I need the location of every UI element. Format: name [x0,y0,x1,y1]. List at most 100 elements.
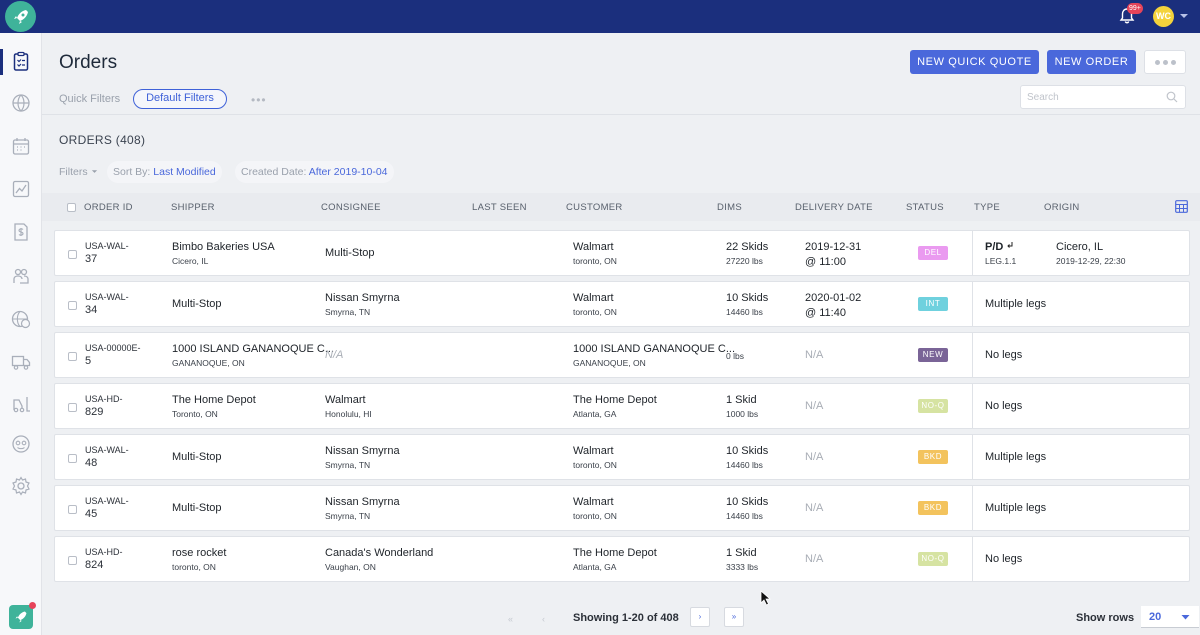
order-id[interactable]: USA-WAL- 45 [85,495,129,521]
people-icon[interactable] [10,265,32,287]
support-icon[interactable] [10,433,32,455]
table-row[interactable]: USA-00000E- 5 1000 ISLAND GANANOQUE C... G… [54,332,1190,378]
column-header[interactable]: SHIPPER [171,202,215,213]
sort-by-value: Last Modified [153,166,216,178]
sort-by-pill[interactable]: Sort By: Last Modified [107,161,222,183]
column-settings-icon[interactable] [1175,200,1188,213]
column-header[interactable]: DELIVERY DATE [795,202,873,213]
select-all-checkbox[interactable] [67,203,76,212]
dims-weight: 0 lbs [726,351,744,361]
delivery-cell: N/A [805,349,823,361]
order-id-number: 5 [85,355,92,367]
notification-count-badge: 99+ [1127,3,1143,14]
column-header[interactable]: ORDER ID [84,202,133,213]
page-header: Orders Quick Filters Default Filters •••… [42,33,1200,115]
calendar-icon[interactable] [10,135,32,157]
table-row[interactable]: USA-HD- 829 The Home Depot Toronto, ON Wal… [54,383,1190,429]
column-header[interactable]: LAST SEEN [472,202,527,213]
row-checkbox[interactable] [68,454,77,463]
column-header[interactable]: CONSIGNEE [321,202,381,213]
consignee-name: Walmart [325,394,366,406]
search-icon[interactable] [1166,91,1178,103]
dims-weight: 27220 lbs [726,256,763,266]
shipper-location: toronto, ON [172,562,216,572]
chart-icon[interactable] [10,178,32,200]
table-row[interactable]: USA-WAL- 37 Bimbo Bakeries USA Cicero, IL … [54,230,1190,276]
order-id-number: 824 [85,559,104,571]
chevron-down-icon[interactable] [1179,11,1189,21]
order-id[interactable]: USA-00000E- 5 [85,342,141,368]
column-divider [972,282,973,326]
order-id-prefix: USA-WAL- [85,496,129,506]
more-actions-button[interactable] [1144,50,1186,74]
customer-location: toronto, ON [573,307,617,317]
order-id[interactable]: USA-WAL- 37 [85,240,129,266]
rows-per-page-value: 20 [1149,611,1162,623]
consignee-cell: Nissan Smyrna Smyrna, TN [325,292,400,317]
row-checkbox[interactable] [68,352,77,361]
prev-page-button[interactable]: ‹ [542,614,545,624]
customer-name: Walmart [573,292,614,304]
consignee-cell: Multi-Stop [325,247,375,259]
shipper-name: The Home Depot [172,394,256,406]
first-page-button[interactable]: « [508,614,514,624]
column-header[interactable]: CUSTOMER [566,202,623,213]
customer-cell: Walmart toronto, ON [573,496,617,521]
avatar[interactable]: WC [1153,6,1174,27]
search-input[interactable] [1027,90,1157,105]
customer-location: GANANOQUE, ON [573,358,646,368]
column-header[interactable]: ORIGIN [1044,202,1080,213]
globe-dollar-icon[interactable] [10,308,32,330]
order-id[interactable]: USA-HD- 824 [85,546,123,572]
row-checkbox[interactable] [68,250,77,259]
next-page-button[interactable]: › [690,607,710,627]
column-header[interactable]: STATUS [906,202,944,213]
status-badge: NO-Q [918,399,948,413]
customer-cell: Walmart toronto, ON [573,445,617,470]
table-row[interactable]: USA-WAL- 34 Multi-Stop Nissan Smyrna Smyrn… [54,281,1190,327]
consignee-name: Nissan Smyrna [325,445,400,457]
globe-icon[interactable] [10,92,32,114]
new-quick-quote-button[interactable]: NEW QUICK QUOTE [910,50,1039,74]
dims-cell: 10 Skids 14460 lbs [726,292,768,317]
delivery-cell: N/A [805,553,823,565]
order-id[interactable]: USA-WAL- 34 [85,291,129,317]
created-date-pill[interactable]: Created Date: After 2019-10-04 [235,161,394,183]
column-header[interactable]: TYPE [974,202,1001,213]
quick-filters-more[interactable]: ••• [251,93,267,107]
table-row[interactable]: USA-HD- 824 rose rocket toronto, ON Canada… [54,536,1190,582]
order-id[interactable]: USA-HD- 829 [85,393,123,419]
sidebar-active-indicator [0,49,3,75]
customer-name: Walmart [573,241,614,253]
search-box [1020,85,1186,109]
filters-dropdown[interactable]: Filters [59,166,98,178]
column-header[interactable]: DIMS [717,202,742,213]
row-checkbox[interactable] [68,403,77,412]
row-checkbox[interactable] [68,301,77,310]
consignee-cell: N/A [325,349,343,361]
invoice-icon[interactable] [10,221,32,243]
row-checkbox[interactable] [68,556,77,565]
gear-icon[interactable] [10,475,32,497]
consignee-location: Smyrna, TN [325,307,371,317]
order-id-number: 34 [85,304,98,316]
order-id[interactable]: USA-WAL- 48 [85,444,129,470]
row-checkbox[interactable] [68,505,77,514]
rocket-launcher-icon[interactable] [9,605,33,629]
dims-cell: 1 Skid 3333 lbs [726,547,758,572]
shipper-cell: Multi-Stop [172,502,222,514]
rocket-logo-icon[interactable] [5,1,36,32]
forklift-icon[interactable] [10,393,32,415]
last-page-button[interactable]: » [724,607,744,627]
delivery-date: N/A [805,451,824,463]
rows-per-page-select[interactable]: 20 [1141,606,1199,628]
delivery-time: @ 11:00 [805,256,846,268]
table-row[interactable]: USA-WAL- 45 Multi-Stop Nissan Smyrna Smyrn… [54,485,1190,531]
clipboard-icon[interactable] [10,50,32,72]
table-row[interactable]: USA-WAL- 48 Multi-Stop Nissan Smyrna Smyrn… [54,434,1190,480]
sidebar [0,33,42,635]
default-filters-chip[interactable]: Default Filters [133,89,227,109]
truck-icon[interactable] [10,351,32,373]
consignee-location: Honolulu, HI [325,409,372,419]
new-order-button[interactable]: NEW ORDER [1047,50,1136,74]
